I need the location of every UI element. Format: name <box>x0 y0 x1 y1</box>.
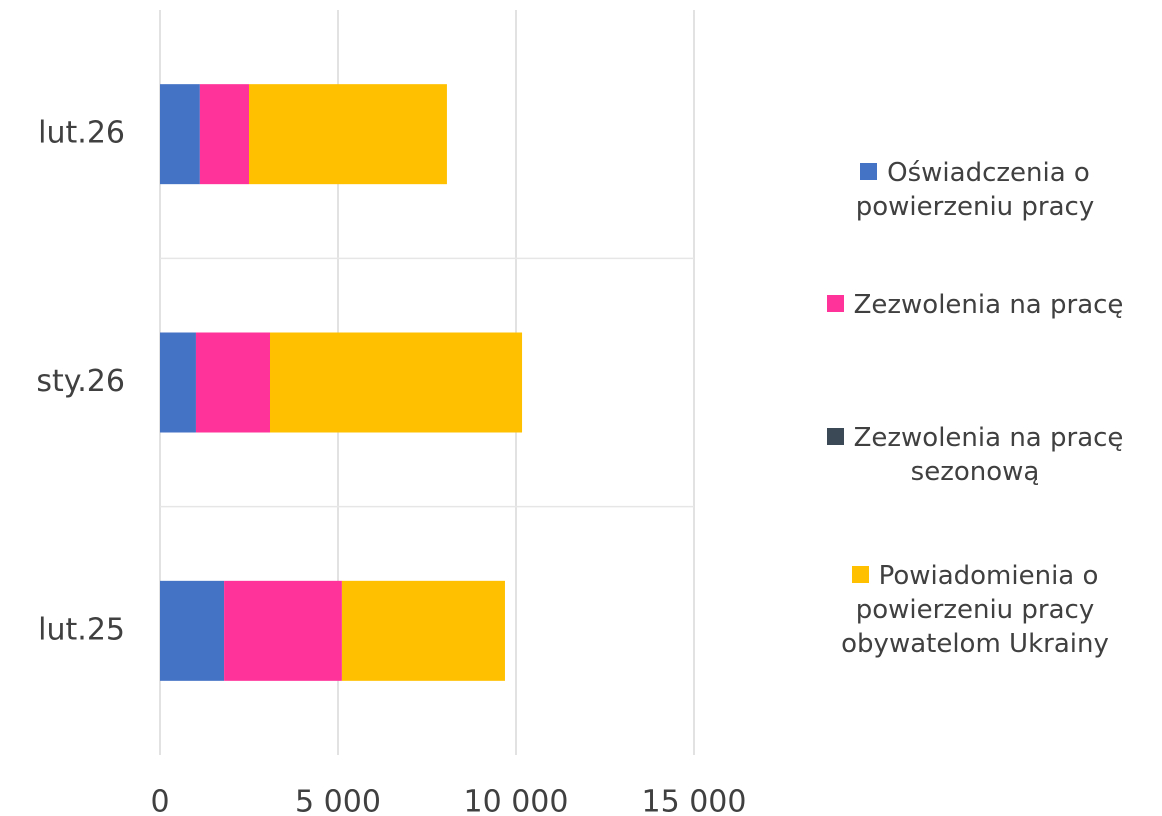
legend-label: Zezwolenia na pracę <box>853 290 1124 320</box>
legend-item: Zezwolenia na pracę <box>790 288 1160 322</box>
legend-swatch <box>860 163 878 180</box>
legend-item: Powiadomienia o powierzeniu pracy obywat… <box>790 559 1160 661</box>
x-tick-label: 0 <box>150 785 169 816</box>
legend-item: Zezwolenia na pracę sezonową <box>790 421 1160 489</box>
legend-label: Zezwolenia na pracę sezonową <box>853 423 1124 487</box>
bar-segment <box>249 84 447 185</box>
bar-segment <box>160 580 225 681</box>
bar-segment <box>341 580 505 681</box>
bar-segment <box>160 84 200 185</box>
y-tick-label: lut.26 <box>38 116 125 151</box>
legend-item: Oświadczenia o powierzeniu pracy <box>790 156 1160 224</box>
bar-segment <box>160 332 196 433</box>
x-tick-label: 10 000 <box>464 785 569 816</box>
y-tick-label: sty.26 <box>36 364 125 399</box>
legend-label: Oświadczenia o powierzeniu pracy <box>855 158 1095 222</box>
legend-swatch <box>851 566 869 583</box>
x-tick-label: 15 000 <box>642 785 747 816</box>
legend-swatch <box>826 295 844 312</box>
legend-label: Powiadomienia o powierzeniu pracy obywat… <box>841 561 1109 659</box>
y-tick-label: lut.25 <box>38 612 125 647</box>
bar-segment <box>199 84 249 185</box>
x-tick-label: 5 000 <box>295 785 381 816</box>
bar-segment <box>270 332 523 433</box>
bar-segment <box>195 332 271 433</box>
legend: Oświadczenia o powierzeniu pracy Zezwolen… <box>790 0 1160 816</box>
legend-swatch <box>826 428 844 445</box>
chart: 0 5 000 10 000 15 000 lut.26 sty.26 lut.25 <box>36 10 747 816</box>
bar-segment <box>224 580 342 681</box>
